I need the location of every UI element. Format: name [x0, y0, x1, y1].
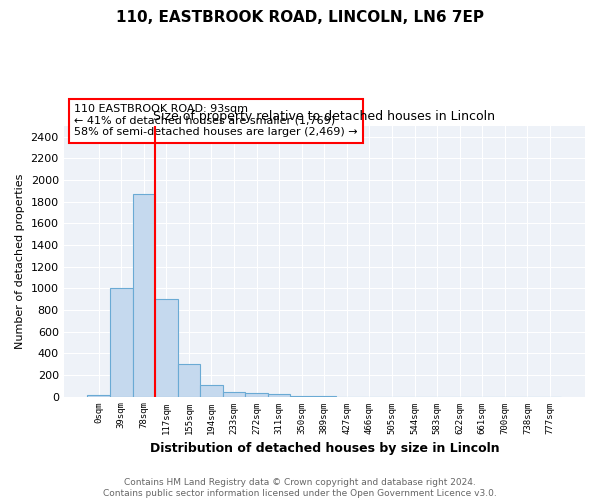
Text: Contains HM Land Registry data © Crown copyright and database right 2024.
Contai: Contains HM Land Registry data © Crown c… — [103, 478, 497, 498]
Bar — [133, 194, 155, 396]
Y-axis label: Number of detached properties: Number of detached properties — [15, 174, 25, 349]
Bar — [200, 384, 223, 396]
X-axis label: Distribution of detached houses by size in Lincoln: Distribution of detached houses by size … — [149, 442, 499, 455]
Bar — [223, 392, 245, 396]
Text: 110, EASTBROOK ROAD, LINCOLN, LN6 7EP: 110, EASTBROOK ROAD, LINCOLN, LN6 7EP — [116, 10, 484, 25]
Text: 110 EASTBROOK ROAD: 93sqm
← 41% of detached houses are smaller (1,769)
58% of se: 110 EASTBROOK ROAD: 93sqm ← 41% of detac… — [74, 104, 358, 138]
Bar — [110, 288, 133, 397]
Bar — [245, 394, 268, 396]
Bar — [155, 299, 178, 396]
Bar — [268, 394, 290, 396]
Bar — [178, 364, 200, 396]
Title: Size of property relative to detached houses in Lincoln: Size of property relative to detached ho… — [154, 110, 496, 123]
